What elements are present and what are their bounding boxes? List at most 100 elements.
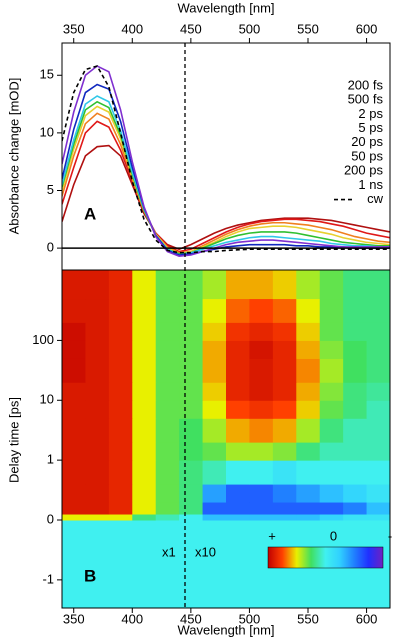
heat-cell xyxy=(85,514,110,521)
heat-cell xyxy=(319,418,344,443)
heat-cell xyxy=(249,418,274,443)
heat-cell xyxy=(202,298,227,323)
heat-cell xyxy=(62,460,86,485)
heat-cell xyxy=(179,514,204,521)
heat-cell xyxy=(85,340,110,359)
heat-cell xyxy=(226,484,250,503)
heat-cell xyxy=(366,340,390,359)
heat-cell xyxy=(85,442,110,461)
heat-cell xyxy=(272,442,297,461)
heat-cell xyxy=(155,270,180,300)
heat-cell xyxy=(272,400,297,419)
heat-cell xyxy=(132,460,157,485)
heat-cell xyxy=(296,400,321,419)
heat-cell xyxy=(132,418,157,443)
heat-cell xyxy=(366,298,390,323)
heat-cell xyxy=(319,442,344,461)
heat-cell xyxy=(155,418,180,443)
heat-cell xyxy=(226,514,250,521)
heat-cell xyxy=(343,484,368,503)
x-tick-label: 550 xyxy=(297,611,319,626)
heat-cell xyxy=(249,442,274,461)
heat-cell xyxy=(296,340,321,359)
heat-cell xyxy=(366,502,390,515)
heat-cell xyxy=(272,340,297,359)
legend-label: 2 ps xyxy=(358,106,383,121)
heat-cell xyxy=(108,400,133,419)
legend-label: 50 ps xyxy=(351,148,383,163)
heat-cell xyxy=(226,298,250,323)
heat-cell xyxy=(62,340,86,359)
heat-cell xyxy=(249,400,274,419)
heat-cell xyxy=(132,400,157,419)
panel-b-frame xyxy=(61,269,391,609)
heat-cell xyxy=(202,484,227,503)
heat-cell xyxy=(202,514,227,521)
colorbar-label: + xyxy=(268,528,276,543)
line-plot xyxy=(62,65,390,257)
heat-cell xyxy=(155,382,180,401)
legend-label: cw xyxy=(367,191,384,206)
heat-cell xyxy=(132,519,157,551)
heat-cell xyxy=(155,322,180,341)
heat-cell xyxy=(226,502,250,515)
x-axis-title-top: Wavelength [nm] xyxy=(177,0,274,15)
colorbar-label: - xyxy=(388,528,392,543)
heat-cell xyxy=(202,460,227,485)
heat-cell xyxy=(132,270,157,300)
heat-cell xyxy=(155,460,180,485)
heat-cell xyxy=(319,502,344,515)
series-line xyxy=(62,95,390,256)
heat-cell xyxy=(272,358,297,383)
heat-cell xyxy=(62,418,86,443)
heat-cell xyxy=(249,298,274,323)
heat-cell xyxy=(179,460,204,485)
heat-cell xyxy=(179,502,204,515)
heat-cell xyxy=(226,340,250,359)
heat-cell xyxy=(343,519,368,551)
heat-cell xyxy=(296,442,321,461)
heat-cell xyxy=(343,442,368,461)
heat-cell xyxy=(343,418,368,443)
x-tick-label: 450 xyxy=(180,611,202,626)
heat-cell xyxy=(85,400,110,419)
heat-cell xyxy=(108,270,133,300)
heat-cell xyxy=(249,270,274,300)
heatmap xyxy=(62,270,390,608)
heat-cell xyxy=(366,442,390,461)
heat-cell xyxy=(132,514,157,521)
heat-cell xyxy=(85,484,110,503)
y-axis-title: Delay time [ps] xyxy=(6,397,21,483)
y-tick-label: 0 xyxy=(47,511,54,526)
heat-cell xyxy=(272,418,297,443)
heat-cell xyxy=(272,514,297,521)
heat-cell xyxy=(132,322,157,341)
heat-cell xyxy=(155,484,180,503)
heat-cell xyxy=(155,549,180,608)
heat-cell xyxy=(202,519,227,551)
series-line xyxy=(62,112,390,254)
heat-cell xyxy=(296,519,321,551)
heat-cell xyxy=(155,442,180,461)
legend-label: 20 ps xyxy=(351,134,383,149)
heat-cell xyxy=(108,382,133,401)
heat-cell xyxy=(249,549,274,608)
heat-cell xyxy=(272,298,297,323)
heat-cell xyxy=(343,340,368,359)
heat-cell xyxy=(85,549,110,608)
y-tick-label: 10 xyxy=(40,392,54,407)
heat-cell xyxy=(202,358,227,383)
heat-cell xyxy=(249,358,274,383)
heat-cell xyxy=(202,502,227,515)
heat-cell xyxy=(202,442,227,461)
y-axis-title: Absorbance change [mOD] xyxy=(6,78,21,235)
heat-cell xyxy=(319,519,344,551)
heat-cell xyxy=(319,484,344,503)
heat-cell xyxy=(62,298,86,323)
x-tick-label: 400 xyxy=(121,611,143,626)
heat-cell xyxy=(249,519,274,551)
heat-cell xyxy=(366,270,390,300)
heat-cell xyxy=(296,460,321,485)
